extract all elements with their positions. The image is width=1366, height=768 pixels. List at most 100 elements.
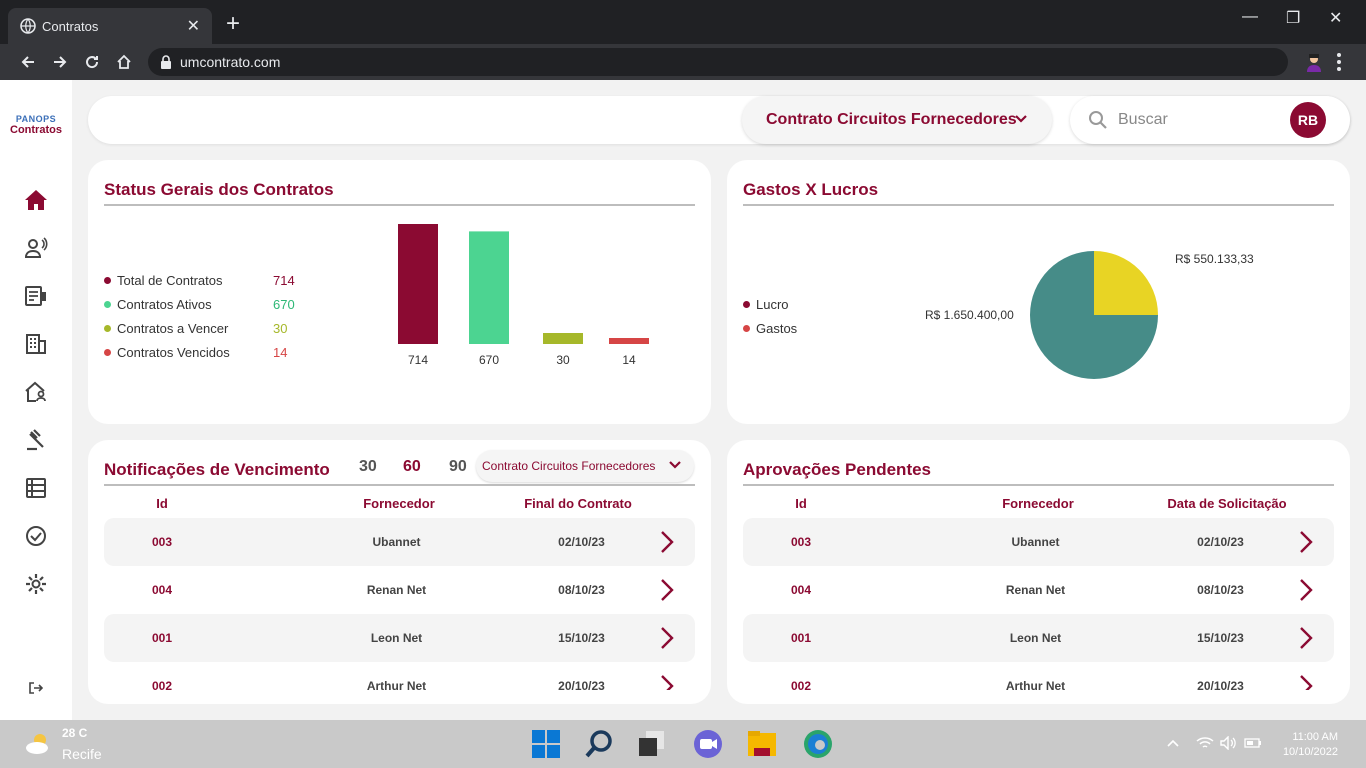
legend-label: Contratos Ativos — [117, 296, 212, 312]
file-explorer-icon[interactable] — [746, 728, 778, 760]
row-fornecedor: Arthur Net — [1005, 679, 1066, 690]
row-fornecedor: Arthur Net — [366, 679, 427, 690]
close-window-icon[interactable]: ✕ — [1329, 10, 1343, 27]
address-bar[interactable]: umcontrato.com — [148, 48, 1288, 76]
gear-icon[interactable] — [22, 570, 50, 598]
list-icon[interactable] — [22, 474, 50, 502]
home-person-icon[interactable] — [22, 378, 50, 406]
wifi-icon[interactable] — [1196, 736, 1214, 750]
chevron-right-icon[interactable] — [660, 578, 674, 602]
clock[interactable]: 11:00 AM 10/10/2022 — [1270, 730, 1338, 760]
weather-city: Recife — [62, 746, 102, 762]
chevron-right-icon[interactable] — [1299, 626, 1313, 650]
table-row[interactable]: 004 Renan Net 08/10/23 — [743, 566, 1334, 614]
table-row[interactable]: 003 Ubannet 02/10/23 — [104, 518, 695, 566]
legend-label: Contratos a Vencer — [117, 320, 229, 336]
weather-temp: 28 C — [62, 726, 88, 740]
windows-start-icon[interactable] — [530, 728, 562, 760]
table-row[interactable]: 002 Arthur Net 20/10/23 — [104, 662, 695, 690]
chevron-right-icon[interactable] — [660, 530, 674, 554]
table-row[interactable]: 003 Ubannet 02/10/23 — [743, 518, 1334, 566]
days-90-option[interactable]: 90 — [449, 458, 467, 475]
table-row[interactable]: 002 Arthur Net 20/10/23 — [743, 662, 1334, 690]
legend-dot — [104, 324, 111, 332]
status-card: Status Gerais dos Contratos Total de Con… — [88, 160, 711, 424]
legend-item: Contratos Ativos 670 — [104, 292, 295, 316]
browser-toolbar: umcontrato.com — [0, 44, 1366, 80]
gastos-pie-chart — [1030, 251, 1158, 379]
table-row[interactable]: 004 Renan Net 08/10/23 — [104, 566, 695, 614]
contract-icon[interactable] — [22, 282, 50, 310]
logout-icon[interactable] — [22, 674, 50, 702]
row-date: 02/10/23 — [558, 535, 605, 549]
minimize-icon[interactable]: — — [1242, 8, 1258, 25]
close-tab-icon[interactable]: ✕ — [186, 18, 200, 35]
notif-card: Notificações de Vencimento 30 60 90 Cont… — [88, 440, 711, 704]
table-row[interactable]: 001 Leon Net 15/10/23 — [743, 614, 1334, 662]
chevron-right-icon[interactable] — [660, 626, 674, 650]
chevron-right-icon[interactable] — [660, 674, 674, 690]
pie-label-left: R$ 1.650.400,00 — [925, 308, 1014, 322]
row-date: 08/10/23 — [558, 583, 605, 597]
table-row[interactable]: 001 Leon Net 15/10/23 — [104, 614, 695, 662]
chevron-right-icon[interactable] — [1299, 674, 1313, 690]
legend-label: Total de Contratos — [117, 272, 223, 288]
bar-label-3: 14 — [622, 353, 636, 367]
back-icon[interactable] — [16, 50, 40, 74]
days-60-option[interactable]: 60 — [403, 458, 421, 475]
profile-icon[interactable] — [1304, 52, 1324, 72]
notif-contract-select[interactable]: Contrato Circuitos Fornecedores — [476, 450, 694, 482]
legend-label: Gastos — [756, 320, 798, 336]
legend-value: 670 — [273, 296, 295, 312]
home-browser-icon[interactable] — [112, 50, 136, 74]
row-date: 20/10/23 — [558, 679, 605, 690]
browser-tab[interactable]: Contratos ✕ — [8, 8, 212, 44]
maximize-icon[interactable]: ❐ — [1286, 10, 1301, 27]
weather-cloud-icon[interactable] — [24, 730, 52, 758]
gavel-icon[interactable] — [22, 426, 50, 454]
row-fornecedor: Leon Net — [370, 631, 423, 645]
row-fornecedor: Renan Net — [366, 583, 427, 597]
reload-icon[interactable] — [80, 50, 104, 74]
users-icon[interactable] — [22, 234, 50, 262]
check-circle-icon[interactable] — [22, 522, 50, 550]
battery-icon[interactable] — [1244, 736, 1262, 750]
teams-chat-icon[interactable] — [692, 728, 724, 760]
edge-browser-icon[interactable] — [802, 728, 834, 760]
notif-select-value: Contrato Circuitos Fornecedores — [482, 459, 656, 473]
new-tab-button[interactable]: + — [226, 10, 241, 37]
globe-icon — [20, 18, 36, 34]
legend-value: 714 — [273, 272, 295, 288]
sidebar: PANOPS Contratos — [0, 80, 72, 720]
avatar[interactable]: RB — [1290, 102, 1326, 138]
contract-select[interactable]: Contrato Circuitos Fornecedores — [742, 96, 1052, 144]
forward-icon[interactable] — [48, 50, 72, 74]
menu-kebab-icon[interactable] — [1336, 52, 1342, 72]
row-id: 001 — [151, 631, 173, 645]
bar-label-2: 30 — [556, 353, 570, 367]
status-legend: Total de Contratos 714 Contratos Ativos 67… — [104, 268, 295, 364]
home-icon[interactable] — [22, 186, 50, 214]
gastos-card: Gastos X Lucros Lucro Gastos R$ 550.133,… — [727, 160, 1350, 424]
divider — [104, 204, 695, 206]
search-placeholder: Buscar — [1118, 111, 1168, 128]
divider — [104, 484, 695, 486]
aprov-card-title: Aprovações Pendentes — [743, 460, 932, 479]
task-view-icon[interactable] — [636, 728, 668, 760]
row-date: 02/10/23 — [1197, 535, 1244, 549]
lock-icon — [161, 55, 171, 69]
pie-slice-0 — [1094, 251, 1158, 315]
row-fornecedor: Ubannet — [372, 535, 421, 549]
chevron-up-icon[interactable] — [1166, 736, 1180, 750]
chevron-right-icon[interactable] — [1299, 578, 1313, 602]
search-taskbar-icon[interactable] — [584, 728, 616, 760]
legend-item: Contratos a Vencer 30 — [104, 316, 295, 340]
row-id: 004 — [151, 583, 173, 597]
legend-dot — [104, 276, 111, 284]
building-icon[interactable] — [22, 330, 50, 358]
bar-2 — [543, 333, 583, 344]
days-30-option[interactable]: 30 — [359, 458, 377, 475]
col-header-final: Final do Contrato — [524, 496, 632, 511]
chevron-right-icon[interactable] — [1299, 530, 1313, 554]
volume-icon[interactable] — [1220, 736, 1238, 750]
